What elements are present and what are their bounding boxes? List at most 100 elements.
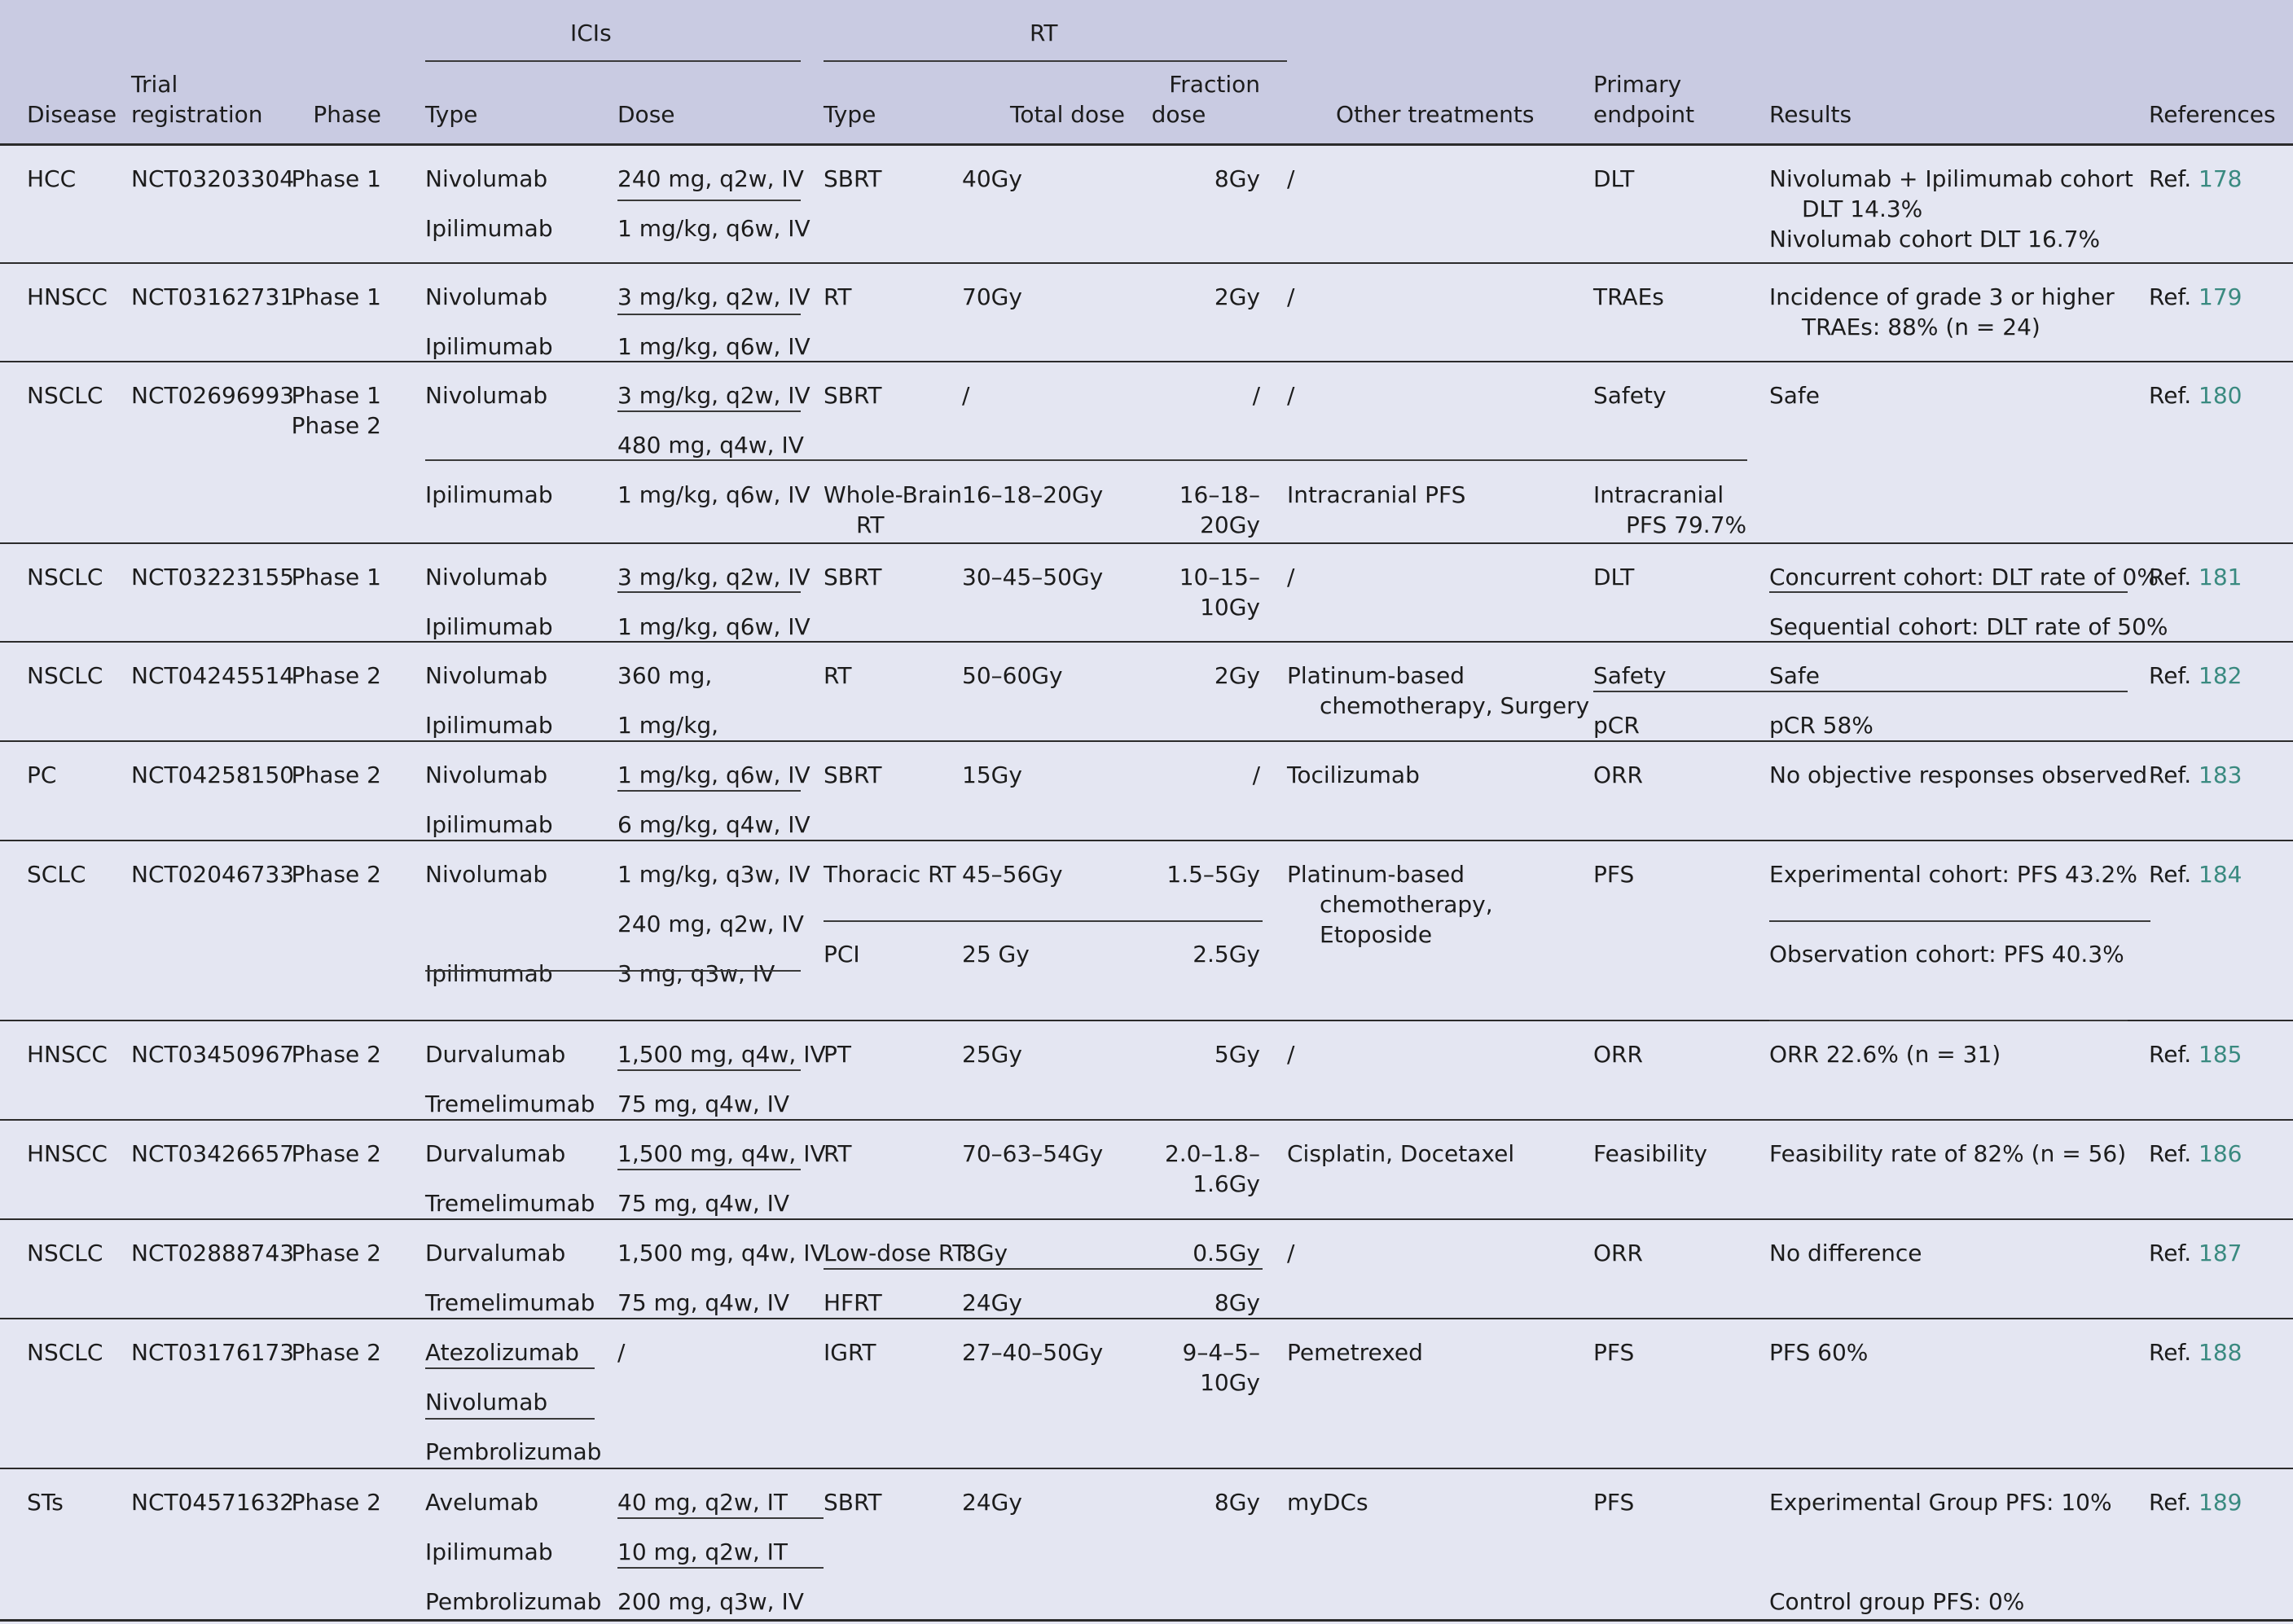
cell-total-dose: 50–60Gy xyxy=(962,662,1063,689)
cell-disease: HCC xyxy=(27,165,77,192)
cell-trial-registration: NCT04245514 xyxy=(131,662,295,689)
cell-rt-type: SBRT xyxy=(824,382,882,409)
cell-trial-registration: NCT04258150 xyxy=(131,762,295,788)
cell-reference: Ref. 184 xyxy=(2149,859,2242,889)
reference-link[interactable]: 182 xyxy=(2199,662,2242,689)
cell-phase: Phase 1 xyxy=(291,283,381,310)
reference-prefix: Ref. xyxy=(2149,1240,2199,1266)
cell-phase: Phase 1 xyxy=(291,382,381,409)
cell-ici-type: Nivolumab xyxy=(425,1389,548,1416)
cell-primary-endpoint: PFS xyxy=(1593,861,1635,888)
reference-link[interactable]: 185 xyxy=(2199,1041,2242,1068)
cell-primary-endpoint: DLT xyxy=(1593,564,1635,590)
cell-fraction-dose: 10Gy xyxy=(1200,594,1260,621)
cell-reference: Ref. 185 xyxy=(2149,1039,2242,1069)
cell-disease: NSCLC xyxy=(27,1240,103,1266)
table-row xyxy=(0,262,2293,361)
cell-phase: Phase 2 xyxy=(291,1339,381,1366)
cell-fraction-dose: 16–18– xyxy=(1179,481,1260,508)
table-row xyxy=(0,361,2293,542)
reference-link[interactable]: 188 xyxy=(2199,1339,2242,1366)
cell-trial-registration: NCT02888743 xyxy=(131,1240,295,1266)
cell-other-treatments: / xyxy=(1287,564,1295,590)
cell-fraction-dose: 8Gy xyxy=(1214,165,1260,192)
reference-prefix: Ref. xyxy=(2149,1489,2199,1516)
cell-primary-endpoint: Intracranial xyxy=(1593,481,1724,508)
reference-link[interactable]: 186 xyxy=(2199,1140,2242,1167)
cell-ici-type: Ipilimumab xyxy=(425,712,553,739)
cell-ici-type: Pembrolizumab xyxy=(425,1438,602,1465)
cell-phase: Phase 2 xyxy=(291,861,381,888)
cell-phase: Phase 1 xyxy=(291,165,381,192)
reference-link[interactable]: 183 xyxy=(2199,762,2242,788)
cell-primary-endpoint: ORR xyxy=(1593,762,1643,788)
cell-ici-type: Durvalumab xyxy=(425,1240,566,1266)
cell-ici-dose: 360 mg, xyxy=(617,662,713,689)
cell-disease: PC xyxy=(27,762,57,788)
reference-link[interactable]: 187 xyxy=(2199,1240,2242,1266)
cell-divider xyxy=(617,1069,801,1071)
cell-results: No objective responses observed xyxy=(1769,762,2148,788)
reference-link[interactable]: 189 xyxy=(2199,1489,2242,1516)
reference-prefix: Ref. xyxy=(2149,165,2199,192)
cell-ici-type: Ipilimumab xyxy=(425,481,553,508)
reference-prefix: Ref. xyxy=(2149,564,2199,590)
cell-results: No difference xyxy=(1769,1240,1922,1266)
cell-rt-type: Thoracic RT xyxy=(824,861,956,888)
reference-link[interactable]: 179 xyxy=(2199,283,2242,310)
cell-ici-type: Nivolumab xyxy=(425,382,548,409)
reference-link[interactable]: 184 xyxy=(2199,861,2242,888)
cell-ici-dose: 1 mg/kg, q6w, IV xyxy=(617,333,810,360)
cell-rt-type: IGRT xyxy=(824,1339,876,1366)
cell-disease: HNSCC xyxy=(27,1041,108,1068)
cell-ici-type: Nivolumab xyxy=(425,662,548,689)
cell-other-treatments: / xyxy=(1287,1041,1295,1068)
cell-ici-dose: 1,500 mg, q4w, IV xyxy=(617,1240,826,1266)
cell-ici-type: Ipilimumab xyxy=(425,613,553,640)
reference-prefix: Ref. xyxy=(2149,1339,2199,1366)
cell-reference: Ref. 187 xyxy=(2149,1238,2242,1268)
reference-link[interactable]: 180 xyxy=(2199,382,2242,409)
cell-ici-type: Ipilimumab xyxy=(425,960,553,987)
row-rule xyxy=(0,1020,2293,1021)
cell-rt-type: HFRT xyxy=(824,1289,882,1316)
reference-link[interactable]: 178 xyxy=(2199,165,2242,192)
cell-disease: NSCLC xyxy=(27,564,103,590)
cell-ici-dose: 10 mg, q2w, IT xyxy=(617,1538,788,1565)
header-fraction-dose: Fraction xyxy=(1169,71,1260,98)
cell-divider xyxy=(617,1169,801,1170)
cell-reference: Ref. 182 xyxy=(2149,661,2242,691)
table-row xyxy=(0,144,2293,262)
cell-ici-type: Ipilimumab xyxy=(425,333,553,360)
cell-disease: NSCLC xyxy=(27,662,103,689)
cell-divider xyxy=(1593,691,2128,692)
cell-primary-endpoint: pCR xyxy=(1593,712,1640,739)
cell-disease: HNSCC xyxy=(27,283,108,310)
cell-rt-type: Low-dose RT xyxy=(824,1240,967,1266)
cell-other-treatments: Platinum-based xyxy=(1287,662,1465,689)
cell-fraction-dose: 10–15– xyxy=(1179,564,1260,590)
cell-total-dose: 30–45–50Gy xyxy=(962,564,1104,590)
cell-phase: Phase 2 xyxy=(291,1240,381,1266)
cell-ici-dose: 200 mg, q3w, IV xyxy=(617,1588,804,1615)
cell-divider xyxy=(617,790,801,792)
reference-prefix: Ref. xyxy=(2149,662,2199,689)
cell-total-dose: 70–63–54Gy xyxy=(962,1140,1104,1167)
cell-total-dose: 15Gy xyxy=(962,762,1022,788)
cell-primary-endpoint: ORR xyxy=(1593,1041,1643,1068)
cell-divider xyxy=(425,970,801,972)
cell-results: Safe xyxy=(1769,382,1821,409)
cell-other-treatments: myDCs xyxy=(1287,1489,1368,1516)
cell-results: Feasibility rate of 82% (n = 56) xyxy=(1769,1140,2127,1167)
reference-link[interactable]: 181 xyxy=(2199,564,2242,590)
cell-ici-dose: 75 mg, q4w, IV xyxy=(617,1289,790,1316)
cell-rt-type: Whole-Brain xyxy=(824,481,963,508)
cell-divider xyxy=(617,410,801,412)
cell-reference: Ref. 180 xyxy=(2149,380,2242,410)
cell-phase: Phase 2 xyxy=(291,1489,381,1516)
cell-ici-type: Nivolumab xyxy=(425,762,548,788)
cell-trial-registration: NCT04571632 xyxy=(131,1489,295,1516)
cell-ici-type: Pembrolizumab xyxy=(425,1588,602,1615)
cell-rt-type: SBRT xyxy=(824,165,882,192)
table-bottom-rule xyxy=(0,1619,2293,1622)
